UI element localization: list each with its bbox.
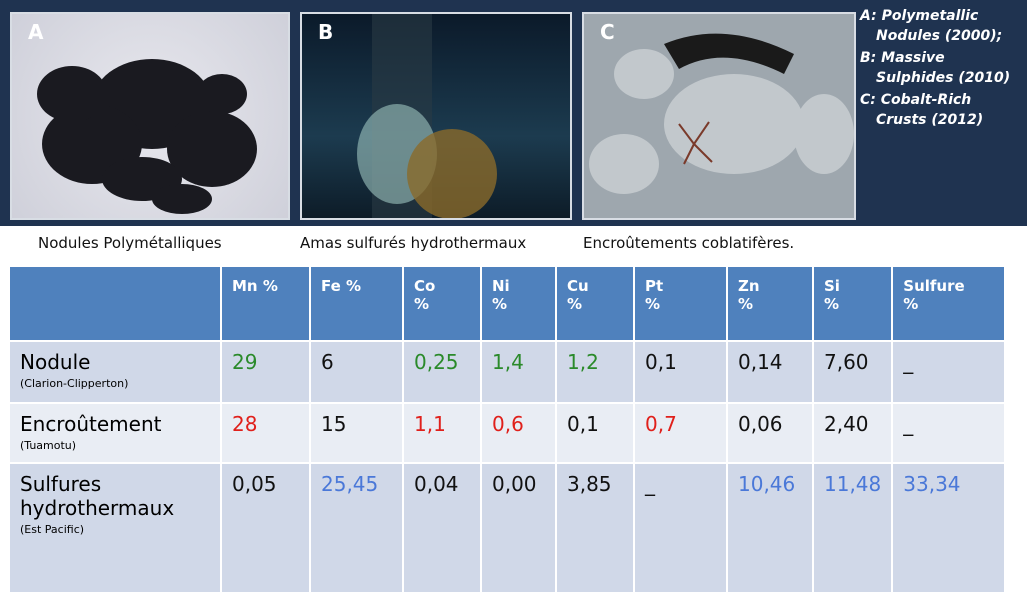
- value-cell: _: [891, 402, 1007, 464]
- photo-label: C: [600, 20, 615, 44]
- row-sub: (Clarion-Clipperton): [20, 377, 129, 390]
- header-cell: [8, 265, 222, 342]
- banner: A B C A: Polymetallic Nodules (2000); B: …: [0, 0, 1027, 226]
- row-header: Sulfures hydrothermaux (Est Pacific): [8, 462, 222, 594]
- value-cell: 0,05: [220, 462, 311, 594]
- value-cell: 0,6: [480, 402, 557, 464]
- row-sub: (Est Pacific): [20, 523, 85, 536]
- header-cell: Co %: [402, 265, 482, 342]
- legend-text: Massive Sulphides (2010): [876, 50, 1011, 86]
- value-cell: 0,7: [633, 402, 728, 464]
- value-cell: 0,25: [402, 340, 482, 404]
- legend-item: B: Massive Sulphides (2010): [860, 48, 1025, 88]
- header-text: Si %: [824, 277, 840, 313]
- header-text: Ni %: [492, 277, 510, 313]
- value-cell: 0,1: [633, 340, 728, 404]
- header-text: Mn %: [232, 277, 278, 295]
- header-cell: Ni %: [480, 265, 557, 342]
- caption: Encroûtements coblatifères.: [583, 234, 795, 252]
- photo-label: A: [28, 20, 44, 44]
- photo-nodules: A: [10, 12, 290, 220]
- legend-key: C:: [860, 92, 876, 108]
- legend: A: Polymetallic Nodules (2000); B: Massiv…: [860, 6, 1025, 132]
- row-header: Encroûtement (Tuamotu): [8, 402, 222, 464]
- value-cell: 1,1: [402, 402, 482, 464]
- header-text: Pt %: [645, 277, 664, 313]
- legend-item: A: Polymetallic Nodules (2000);: [860, 6, 1025, 46]
- value-cell: 0,00: [480, 462, 557, 594]
- value-cell: 2,40: [811, 402, 894, 464]
- value-cell: 6: [309, 340, 404, 404]
- table-row: Encroûtement (Tuamotu) 28 15 1,1 0,6 0,1 0,7 0,0…: [8, 402, 1007, 464]
- photo-label: B: [318, 20, 334, 44]
- value-cell: 0,06: [726, 402, 814, 464]
- table-row: Nodule (Clarion-Clipperton) 29 6 0,25 1,4 1,2 0…: [8, 340, 1007, 404]
- legend-key: A:: [860, 8, 877, 24]
- value-cell: 11,48: [811, 462, 894, 594]
- header-cell: Pt %: [633, 265, 728, 342]
- header-row: Mn % Fe % Co % Ni % Cu % Pt % Zn % Si % Sulfure …: [8, 265, 1007, 342]
- legend-text: Polymetallic Nodules (2000);: [876, 8, 1003, 44]
- header-cell: Cu %: [555, 265, 635, 342]
- header-cell: Si %: [811, 265, 894, 342]
- nodules-art: [37, 59, 257, 214]
- row-header: Nodule (Clarion-Clipperton): [8, 340, 222, 404]
- header-cell: Sulfure %: [891, 265, 1007, 342]
- value-cell: 25,45: [309, 462, 404, 594]
- value-cell: 0,04: [402, 462, 482, 594]
- value-cell: 1,4: [480, 340, 557, 404]
- legend-text: Cobalt-Rich Crusts (2012): [876, 92, 984, 128]
- row-name: Nodule: [20, 350, 91, 374]
- value-cell: 0,1: [555, 402, 635, 464]
- photo-sulphides: B: [300, 12, 572, 220]
- header-text: Fe %: [321, 277, 362, 295]
- header-cell: Zn %: [726, 265, 814, 342]
- value-cell: 0,14: [726, 340, 814, 404]
- value-cell: _: [633, 462, 728, 594]
- value-cell: 28: [220, 402, 311, 464]
- legend-key: B:: [860, 50, 877, 66]
- value-cell: 1,2: [555, 340, 635, 404]
- composition-table: Mn % Fe % Co % Ni % Cu % Pt % Zn % Si % Sulfure …: [8, 265, 1007, 594]
- value-cell: _: [891, 340, 1007, 404]
- row-name: Sulfures hydrothermaux: [20, 472, 175, 520]
- row-sub: (Tuamotu): [20, 439, 77, 452]
- legend-item: C: Cobalt-Rich Crusts (2012): [860, 90, 1025, 130]
- crusts-art: [589, 33, 854, 194]
- value-cell: 7,60: [811, 340, 894, 404]
- value-cell: 15: [309, 402, 404, 464]
- header-text: Sulfure %: [903, 277, 965, 313]
- photo-crusts: C: [582, 12, 856, 220]
- value-cell: 29: [220, 340, 311, 404]
- value-cell: 10,46: [726, 462, 814, 594]
- value-cell: 3,85: [555, 462, 635, 594]
- header-text: Zn %: [738, 277, 760, 313]
- row-name: Encroûtement: [20, 412, 162, 436]
- sulphides-art: [357, 14, 497, 218]
- value-cell: 33,34: [891, 462, 1007, 594]
- caption: Amas sulfurés hydrothermaux: [300, 234, 527, 252]
- header-text: Cu %: [567, 277, 589, 313]
- header-cell: Fe %: [309, 265, 404, 342]
- header-cell: Mn %: [220, 265, 311, 342]
- header-text: Co %: [414, 277, 436, 313]
- caption: Nodules Polymétalliques: [38, 234, 222, 252]
- table-row: Sulfures hydrothermaux (Est Pacific) 0,05 2…: [8, 462, 1007, 594]
